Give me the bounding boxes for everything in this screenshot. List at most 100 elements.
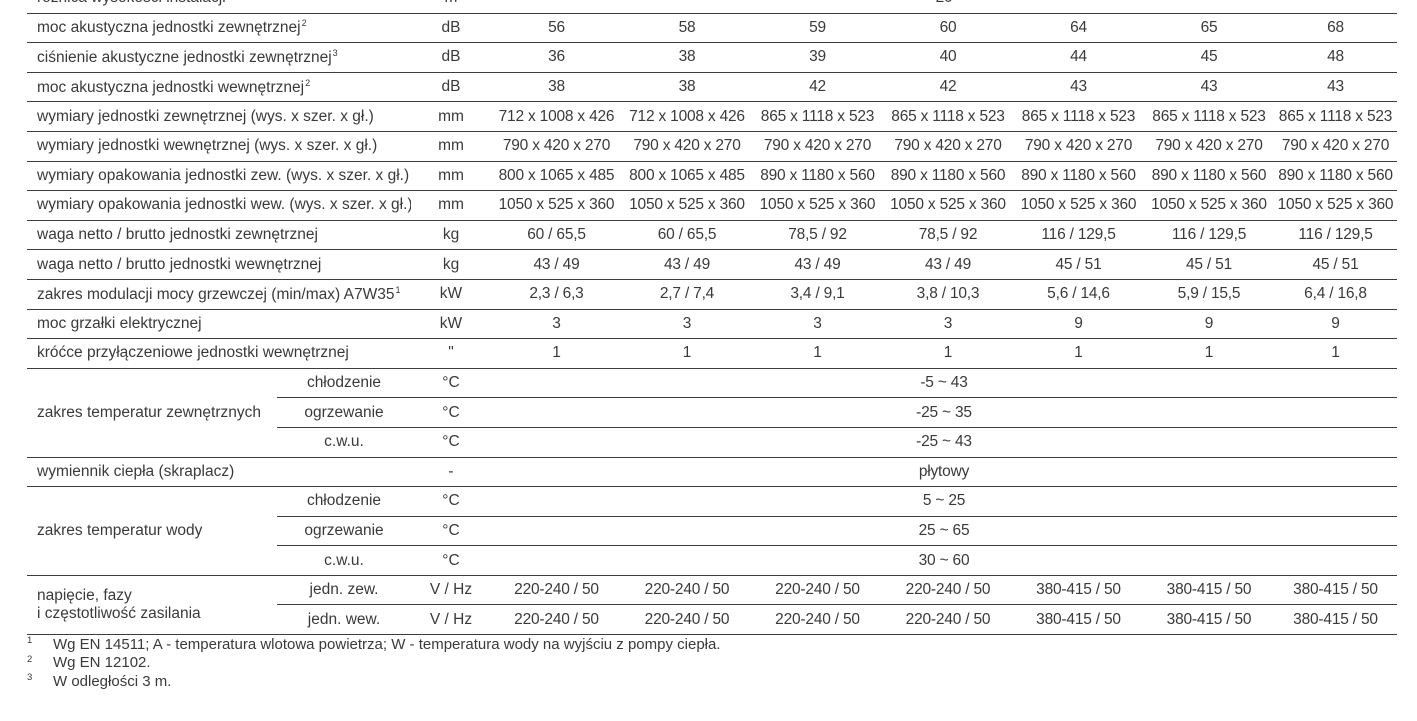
value-cell: 40 — [883, 42, 1013, 73]
value-cell: 790 x 420 x 270 — [883, 131, 1013, 162]
unit-cell: mm — [411, 101, 491, 132]
value-cell: 78,5 / 92 — [883, 220, 1013, 251]
table-row: moc grzałki elektrycznej kW 3 3 3 3 9 9 9 — [27, 309, 1397, 340]
value-cell: 38 — [622, 72, 752, 103]
value-cell: 43 — [1274, 72, 1397, 103]
value-cell: 43 / 49 — [622, 249, 752, 280]
table-row: zakres modulacji mocy grzewczej (min/max… — [27, 279, 1397, 310]
unit-cell: kW — [411, 279, 491, 310]
footnote: 1 Wg EN 14511; A - temperatura wlotowa po… — [27, 635, 721, 654]
group-label-text: wymiennik ciepła (skraplacz) — [37, 462, 235, 480]
row-label-text: ciśnienie akustyczne jednostki zewnętrzn… — [37, 48, 332, 66]
value-cell: 380-415 / 50 — [1274, 604, 1397, 636]
merged-value-cell: 25 ~ 65 — [491, 516, 1397, 547]
value-cell: 1 — [622, 338, 752, 369]
unit-cell: mm — [411, 131, 491, 162]
row-label-text: moc akustyczna jednostki wewnętrznej — [37, 78, 305, 96]
value-cell: 790 x 420 x 270 — [491, 131, 622, 162]
table-row: wymiary jednostki wewnętrznej (wys. x sz… — [27, 131, 1397, 162]
row-label: waga netto / brutto jednostki zewnętrzne… — [27, 220, 411, 251]
value-cell: 1 — [1013, 338, 1144, 369]
value-cell: 3 — [491, 309, 622, 340]
row-label: wymiary jednostki wewnętrznej (wys. x sz… — [27, 131, 411, 162]
row-label-text: moc akustyczna jednostki zewnętrznej — [37, 19, 301, 37]
value-cell: 1 — [752, 338, 883, 369]
footnote-text: Wg EN 14511; A - temperatura wlotowa pow… — [53, 635, 721, 653]
row-label-text: wymiary opakowania jednostki zew. (wys. … — [37, 166, 410, 184]
sub-label-cell: ogrzewanie — [277, 397, 411, 428]
unit-cell: °C — [411, 368, 491, 399]
value-cell: 712 x 1008 x 426 — [622, 101, 752, 132]
row-label-text: moc grzałki elektrycznej — [37, 314, 202, 332]
value-cell: 1050 x 525 x 360 — [1013, 190, 1144, 221]
footnotes: 1 Wg EN 14511; A - temperatura wlotowa po… — [27, 635, 721, 691]
footnote-text: W odległości 3 m. — [53, 672, 172, 690]
footnote-number: 3 — [27, 672, 33, 683]
value-cell: 3 — [622, 309, 752, 340]
value-cell: 220-240 / 50 — [622, 575, 752, 606]
value-cell: 45 / 51 — [1013, 249, 1144, 280]
row-label-text: wymiary opakowania jednostki wew. (wys. … — [37, 196, 411, 214]
unit-cell: °C — [411, 486, 491, 517]
group-label-text: zakres temperatur zewnętrznych — [37, 403, 261, 421]
sub-label-cell: chłodzenie — [277, 486, 411, 517]
value-cell: 65 — [1144, 13, 1274, 44]
unit-cell: °C — [411, 397, 491, 428]
value-cell: 1050 x 525 x 360 — [883, 190, 1013, 221]
value-cell: 800 x 1065 x 485 — [622, 161, 752, 192]
table-row: napięcie, fazy i częstotliwość zasilania… — [27, 575, 1397, 636]
value-cell: 790 x 420 x 270 — [622, 131, 752, 162]
value-cell: 59 — [752, 13, 883, 44]
spec-table-container: różnica wysokości instalacji m20 moc akust… — [27, 0, 1397, 636]
footnote: 3 W odległości 3 m. — [27, 672, 721, 691]
value-cell: 43 / 49 — [883, 249, 1013, 280]
value-cell: 3 — [883, 309, 1013, 340]
group-label-text: napięcie, fazy i częstotliwość zasilania — [37, 586, 201, 622]
value-cell: 78,5 / 92 — [752, 220, 883, 251]
value-cell: 64 — [1013, 13, 1144, 44]
value-cell: 9 — [1274, 309, 1397, 340]
value-cell: 36 — [491, 42, 622, 73]
unit-cell: dB — [411, 13, 491, 44]
sub-label-cell: jedn. zew. — [277, 575, 411, 606]
row-label: zakres modulacji mocy grzewczej (min/max… — [27, 279, 411, 310]
value-cell: 220-240 / 50 — [752, 575, 883, 606]
row-label-text: waga netto / brutto jednostki zewnętrzne… — [37, 226, 318, 244]
row-label: wymiary opakowania jednostki wew. (wys. … — [27, 190, 411, 221]
value-cell: 1050 x 525 x 360 — [491, 190, 622, 221]
unit-cell: °C — [411, 545, 491, 576]
table-row: ogrzewanie °C 25 ~ 65 — [27, 516, 1397, 547]
sub-label-cell: chłodzenie — [277, 368, 411, 399]
value-cell: 1 — [491, 338, 622, 369]
unit-cell: mm — [411, 161, 491, 192]
value-cell: 712 x 1008 x 426 — [491, 101, 622, 132]
sub-label-cell: c.w.u. — [277, 545, 411, 576]
row-label: wymiary jednostki zewnętrznej (wys. x sz… — [27, 101, 411, 132]
footnote-number: 2 — [27, 653, 33, 665]
merged-value-cell: płytowy — [491, 457, 1397, 488]
unit-cell: dB — [411, 72, 491, 103]
value-cell: 865 x 1118 x 523 — [752, 101, 883, 132]
row-label-text: wymiary jednostki wewnętrznej (wys. x sz… — [37, 137, 378, 155]
merged-value-cell: -5 ~ 43 — [491, 368, 1397, 399]
value-cell: 220-240 / 50 — [491, 575, 622, 606]
value-cell: 865 x 1118 x 523 — [1274, 101, 1397, 132]
value-cell: 5,9 / 15,5 — [1144, 279, 1274, 310]
value-cell: 1050 x 525 x 360 — [752, 190, 883, 221]
value-cell: 45 — [1144, 42, 1274, 73]
value-cell: 865 x 1118 x 523 — [883, 101, 1013, 132]
value-cell: 1050 x 525 x 360 — [1144, 190, 1274, 221]
value-cell: 42 — [883, 72, 1013, 103]
row-label-text: króćce przyłączeniowe jednostki wewnętrz… — [37, 344, 349, 362]
value-cell: 39 — [752, 42, 883, 73]
merged-value-cell: -25 ~ 43 — [491, 427, 1397, 458]
value-cell: 60 — [883, 13, 1013, 44]
unit-cell: dB — [411, 42, 491, 73]
value-cell: 1050 x 525 x 360 — [622, 190, 752, 221]
footnote-ref: 2 — [301, 18, 307, 29]
value-cell: 9 — [1144, 309, 1274, 340]
sub-label-cell: jedn. wew. — [277, 604, 411, 636]
value-cell: 3 — [752, 309, 883, 340]
table-row: jedn. wew. V / Hz 220-240 / 50 220-240 / 50… — [27, 604, 1397, 636]
value-cell: 48 — [1274, 42, 1397, 73]
